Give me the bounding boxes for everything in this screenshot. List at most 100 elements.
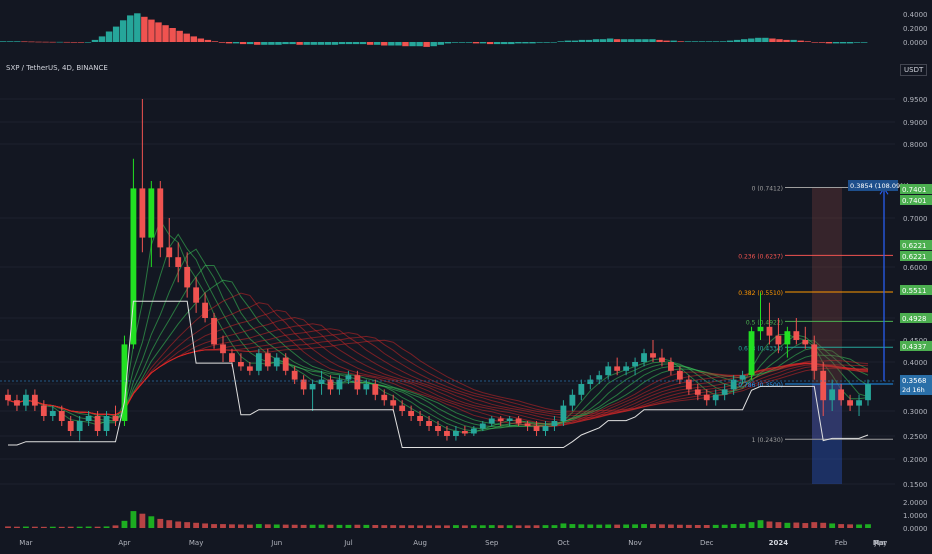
oscillator-bar [423,42,430,47]
candle-body [560,405,567,421]
time-axis[interactable]: Mar Apr May Jun Jul Aug Sep Oct Nov Dec 2024 Feb Mar… [19,539,887,547]
volume-bar [551,525,558,528]
candle-body [865,384,871,401]
candle-body [238,362,244,367]
oscillator-bar [860,42,868,43]
fib-level-label: 0.5 (0.4922) [746,319,783,326]
oscillator-bar [56,41,63,43]
oscillator-bar [35,41,42,43]
volume-bar [444,525,450,528]
oscillator-bar [479,42,487,44]
measure-label-bg [848,180,898,191]
oscillator-bar [557,41,564,42]
volume-bar [291,524,298,528]
volume-bar [255,524,262,528]
oscillator-bar [776,39,783,42]
price-tick-label: 0.9000 [903,119,928,127]
price-labels: 0.7401 0.7401 0.6221 0.6221 0.5511 0.4928 0.43… [0,184,932,396]
oscillator-bar [63,41,70,43]
oscillator-bar [183,33,190,42]
candle-body [327,379,334,390]
currency-label[interactable]: USDT [900,64,928,76]
price-axis[interactable]: 0.95000.90000.80000.70000.60000.50000.45… [903,11,928,533]
candle-body [381,394,388,401]
volume-bar [184,522,191,528]
time-tick-label: Nov [628,539,642,547]
volume-bar [67,526,74,528]
oscillator-bar [317,42,325,45]
oscillator-bar [846,42,854,44]
volume-bar [390,525,397,528]
volume-bar [94,526,101,528]
oscillator-bar [261,42,268,45]
candle-body [605,366,612,376]
oscillator-bar [303,42,310,45]
candle-body [139,188,146,238]
volume-bar [14,526,20,528]
volume-bar [668,524,674,528]
candlestick-series [5,99,871,441]
oscillator-bar [712,41,720,42]
candle-body [229,353,235,362]
oscillator-bar [388,42,395,46]
volume-bar [524,525,531,528]
candle-body [318,379,325,384]
oscillator-bar [585,39,593,42]
candle-body [426,421,432,426]
oscillator-bar [204,39,212,42]
oscillator-bar [395,42,402,46]
oscillator-bar [832,42,840,44]
ma-line [7,248,869,430]
oscillator-bar [275,42,282,45]
volume-bar [479,525,486,528]
candle-body [184,267,191,288]
oscillator-bar [42,41,49,43]
oscillator-bar [472,42,480,44]
candle-body [533,426,540,431]
candle-body [829,389,836,401]
candle-body [130,188,137,345]
oscillator-bar [748,38,755,42]
oscillator-bar [726,40,734,42]
oscillator-bar [663,40,670,42]
candle-body [614,366,621,371]
symbol-legend[interactable]: SXP / TetherUS, 4D, BINANCE [6,64,108,72]
volume-bar [712,524,719,528]
volume-bar [587,524,594,528]
volume-bar [399,525,406,528]
volume-bar [103,526,110,528]
oscillator-bar [0,41,7,42]
candle-body [148,188,155,238]
oscillator-bar [529,42,536,44]
oscillator-bar [91,39,99,42]
oscillator-bar [649,39,656,42]
candle-body [390,400,397,406]
volume-bar [130,511,137,528]
oscillator-bar [769,38,776,42]
oscillator-bar [719,41,727,42]
volume-bar [605,524,612,528]
fibonacci-retracement[interactable]: 0 (0.7412)0.236 (0.6237)0.382 (0.5510)0.… [738,180,909,484]
candle-body [470,428,477,434]
candle-body [650,353,656,358]
candle-body [58,411,65,421]
volume-bar [273,524,280,528]
oscillator-bar [677,41,684,42]
candle-body [453,431,459,436]
grid [0,98,895,485]
volume-bar [31,526,38,528]
time-tick-label: Oct [557,539,569,547]
oscillator-bar [70,42,78,43]
price-label-bg [900,313,932,323]
candle-body [31,394,38,406]
candle-body [542,426,549,431]
volume-bar [793,522,800,528]
oscillator-bar [402,42,409,47]
price-label-bg [900,251,932,261]
price-tick-label: 0.1500 [903,481,928,489]
oscillator-bar [77,42,85,43]
oscillator-bar [493,42,501,45]
oscillator-bar [606,38,614,42]
volume-bar [381,525,388,528]
